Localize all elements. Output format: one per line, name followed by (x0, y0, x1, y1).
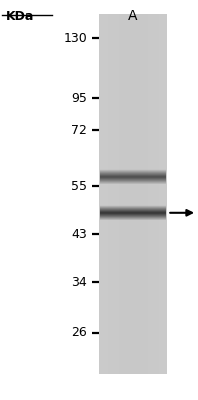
Text: 34: 34 (71, 276, 87, 288)
Text: 43: 43 (71, 228, 87, 240)
Text: 26: 26 (71, 326, 87, 339)
Text: KDa: KDa (6, 10, 34, 23)
Text: 55: 55 (71, 180, 87, 192)
Text: 130: 130 (63, 32, 87, 44)
Text: 95: 95 (71, 92, 87, 104)
Text: 72: 72 (71, 124, 87, 136)
Text: A: A (128, 9, 137, 23)
